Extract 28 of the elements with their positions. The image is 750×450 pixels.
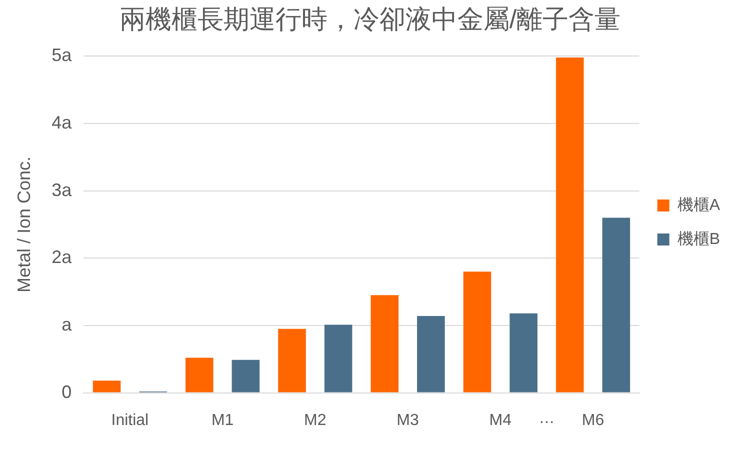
bar: [324, 324, 352, 392]
bar: [92, 380, 121, 392]
bar: [232, 360, 260, 392]
y-tick-label: 4a: [52, 112, 73, 132]
y-tick-label: 3a: [52, 180, 73, 200]
bar: [556, 58, 584, 392]
y-axis-title: Metal / Ion Conc.: [14, 156, 34, 293]
y-tick-label: 0: [62, 382, 72, 402]
x-tick-label: M3: [396, 412, 419, 429]
x-tick-label: M1: [211, 412, 234, 429]
bar: [463, 272, 492, 392]
x-tick-label: Initial: [111, 412, 149, 429]
y-tick-label: 5a: [52, 45, 73, 66]
bar: [278, 328, 306, 392]
chart-title: 兩機櫃長期運行時，冷卻液中金屬/離子含量: [119, 4, 621, 34]
y-tick-label: a: [62, 314, 73, 334]
bar: [370, 295, 399, 392]
legend-label: 機櫃B: [677, 230, 720, 248]
x-tick-label: M2: [304, 412, 326, 429]
bar: [602, 218, 630, 392]
bar: [510, 313, 538, 392]
x-tick-label: M6: [582, 412, 604, 429]
y-tick-label: 2a: [52, 247, 73, 268]
legend-label: 機櫃A: [677, 196, 720, 214]
bar: [186, 358, 214, 392]
bar: [417, 316, 445, 392]
x-tick-label: M4: [489, 412, 512, 429]
text: …: [538, 410, 555, 428]
